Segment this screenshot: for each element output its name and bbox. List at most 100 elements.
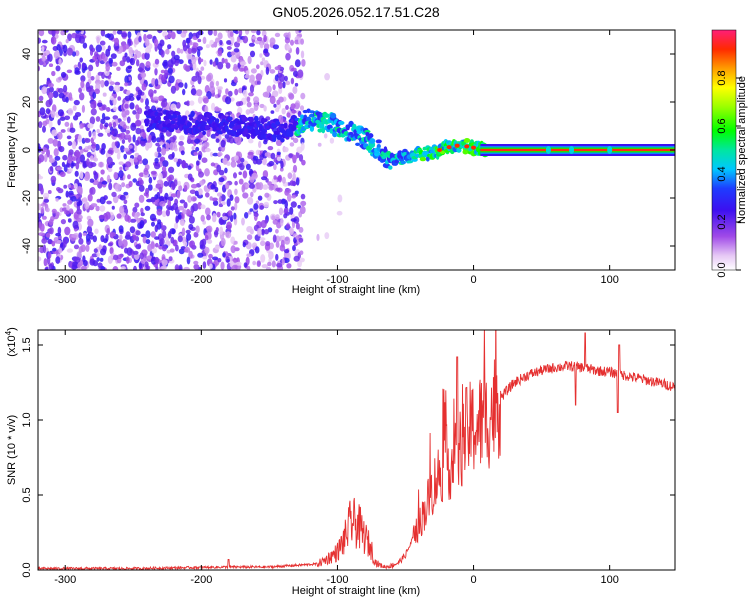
spectrogram-cell xyxy=(67,156,73,164)
spectrogram-cell xyxy=(80,148,84,154)
spectrogram-cell xyxy=(268,251,274,260)
spectrogram-cell xyxy=(134,202,140,208)
spectrogram-cell xyxy=(92,55,98,62)
spectrogram-cell xyxy=(48,263,54,270)
spectrogram-cell xyxy=(376,147,381,152)
spectrogram-cell xyxy=(232,258,239,263)
spectrogram-cell xyxy=(256,260,260,268)
spectrogram-cell xyxy=(52,247,57,252)
spectrogram-cell xyxy=(249,78,253,83)
spectrogram-cell xyxy=(82,255,86,263)
spectrogram-cell xyxy=(241,116,249,123)
spectrogram-cell xyxy=(162,160,169,168)
spectrogram-cell xyxy=(142,30,149,33)
spectrogram-cell xyxy=(63,30,69,33)
spectrogram-y-label: Frequency (Hz) xyxy=(6,112,18,188)
spectrogram-cell xyxy=(84,138,91,143)
spectrogram-cell xyxy=(129,102,135,110)
spectrogram-cell xyxy=(383,146,388,153)
spectrogram-y-tick-label: 40 xyxy=(21,48,33,60)
spectrogram-cell xyxy=(263,34,267,43)
spectrogram-cell xyxy=(148,134,152,140)
spectrogram-cell xyxy=(324,232,330,240)
spectrogram-cell xyxy=(177,214,182,219)
colorbar-gradient xyxy=(711,29,737,271)
spectrogram-cell xyxy=(154,236,160,240)
spectrogram-cell xyxy=(194,138,201,144)
spectrogram-cell xyxy=(42,244,47,254)
spectrogram-cell xyxy=(75,151,81,158)
spectrogram-cell xyxy=(67,141,73,146)
spectrogram-cell xyxy=(230,245,236,254)
spectrogram-cell xyxy=(160,265,168,270)
spectrogram-cell xyxy=(291,67,297,72)
spectrogram-cell xyxy=(135,139,140,146)
spectrogram-cell xyxy=(246,133,251,140)
spectrogram-cell xyxy=(260,254,266,263)
spectrogram-cell xyxy=(109,95,114,101)
spectrogram-cell xyxy=(75,30,81,34)
spectrogram-cell xyxy=(187,135,191,144)
spectrogram-cell xyxy=(125,231,131,239)
spectrogram-cell xyxy=(45,108,51,115)
spectrogram-cell xyxy=(100,30,106,37)
spectrogram-cell xyxy=(245,30,250,35)
colorbar-tick-label: 0.6 xyxy=(716,118,728,133)
spectrogram-cell xyxy=(220,237,226,247)
spectrogram-cell xyxy=(181,227,186,236)
spectrogram-cell xyxy=(159,200,166,207)
spectrogram-cell xyxy=(167,67,173,74)
spectrogram-cell xyxy=(235,101,242,107)
spectrogram-cell xyxy=(179,135,185,141)
spectrogram-cell xyxy=(197,96,203,104)
spectrogram-cell xyxy=(192,42,199,48)
spectrogram-cell xyxy=(110,53,117,59)
spectrogram-cell xyxy=(184,246,191,253)
spectrogram-cell xyxy=(109,81,115,86)
spectrogram-cell xyxy=(171,181,176,191)
spectrogram-cell xyxy=(41,39,48,44)
spectrogram-cell xyxy=(197,49,201,58)
spectrogram-cell xyxy=(48,219,54,226)
spectrogram-cell xyxy=(121,182,126,188)
spectrogram-cell xyxy=(38,175,44,180)
spectrogram-cell xyxy=(277,175,282,182)
spectrogram-cell xyxy=(225,88,229,95)
spectrogram-cell xyxy=(278,207,284,216)
spectrogram-cell xyxy=(299,105,305,111)
spectrogram-cell xyxy=(157,30,163,34)
spectrogram-cell xyxy=(101,45,106,51)
spectrogram-cell xyxy=(178,264,183,270)
spectrogram-cell xyxy=(233,155,239,162)
spectrogram-cell xyxy=(161,99,168,108)
spectrogram-cell xyxy=(138,36,142,43)
spectrogram-cell xyxy=(261,176,268,181)
snr-x-tick-label: 0 xyxy=(470,574,476,586)
spectrogram-cell xyxy=(111,130,115,135)
spectrogram-cell xyxy=(118,225,124,233)
spectrogram-cell xyxy=(258,182,264,191)
spectrogram-cell xyxy=(104,122,109,128)
spectrogram-cell xyxy=(301,159,306,166)
spectrogram-cell xyxy=(114,81,121,86)
spectrogram-cell xyxy=(127,65,133,70)
spectrogram-cell xyxy=(286,112,291,118)
spectrogram-cell xyxy=(249,107,255,114)
spectrogram-cell xyxy=(293,70,299,77)
spectrogram-cell xyxy=(193,151,198,156)
spectrogram-cell xyxy=(106,200,112,205)
spectrogram-cell xyxy=(263,48,269,54)
spectrogram-cell xyxy=(288,93,295,100)
spectrogram-cell xyxy=(265,241,271,247)
snr-x-tick-label: -200 xyxy=(190,574,212,586)
spectrogram-cell xyxy=(265,66,270,75)
spectrogram-cell xyxy=(226,259,230,263)
spectrogram-cell xyxy=(113,254,119,261)
spectrogram-x-tick-label: -200 xyxy=(190,274,212,286)
spectrogram-cell xyxy=(50,175,57,184)
spectrogram-cell xyxy=(145,187,150,195)
spectrogram-cell xyxy=(81,62,86,69)
spectrogram-cell xyxy=(141,83,147,91)
spectrogram-cell xyxy=(39,107,46,116)
spectrogram-cell xyxy=(182,116,187,121)
